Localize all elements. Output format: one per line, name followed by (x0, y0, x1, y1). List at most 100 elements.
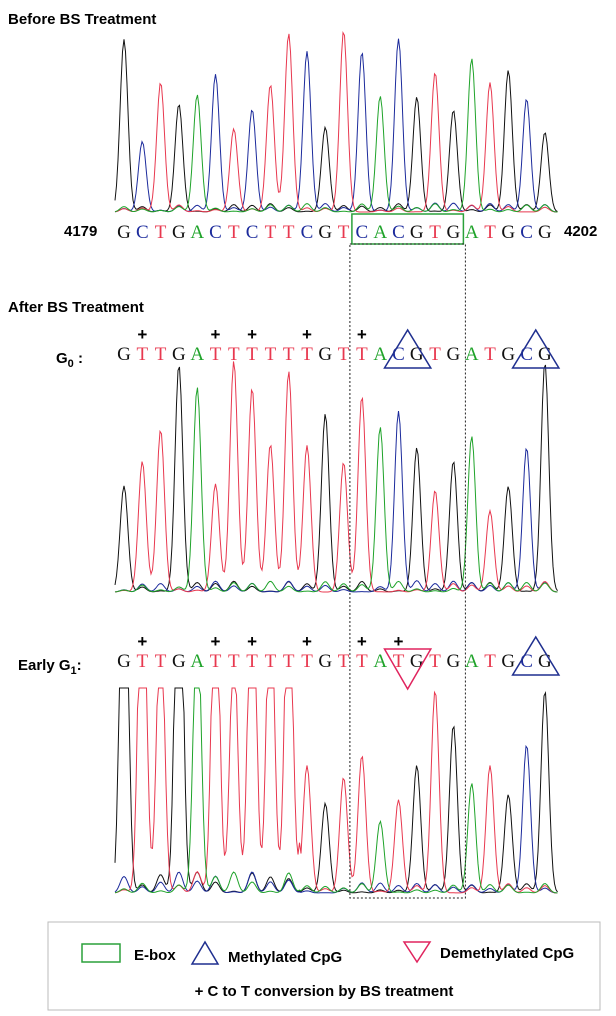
base: T (429, 222, 441, 243)
conversion-mark: + (302, 632, 312, 651)
base: G (538, 222, 552, 243)
base: A (465, 344, 479, 365)
legend-methylated: Methylated CpG (228, 949, 342, 966)
legend-demethylated: Demethylated CpG (440, 945, 574, 962)
trace (115, 365, 558, 592)
base: C (246, 222, 259, 243)
conversion-mark: + (357, 325, 367, 344)
base: G (172, 222, 186, 243)
base: T (136, 344, 148, 365)
base: T (338, 344, 350, 365)
start-position: 4179 (64, 223, 97, 240)
base: G (318, 222, 332, 243)
base: G (318, 651, 332, 672)
base: T (265, 222, 277, 243)
base: T (301, 651, 313, 672)
base: G (117, 344, 131, 365)
base: C (136, 222, 149, 243)
base: A (373, 222, 387, 243)
label-main: Early G (18, 657, 71, 674)
base: A (190, 651, 204, 672)
trace (115, 688, 558, 893)
base: T (283, 651, 295, 672)
conversion-mark: + (247, 325, 257, 344)
legend-demethylated-icon (404, 942, 430, 962)
row-label: G0 : (56, 350, 83, 370)
base: T (228, 344, 240, 365)
base: G (501, 222, 515, 243)
base: C (301, 222, 314, 243)
base: T (484, 222, 496, 243)
base: A (190, 344, 204, 365)
base: T (265, 651, 277, 672)
base: A (465, 222, 479, 243)
ebox-column (350, 244, 466, 898)
base: T (210, 344, 222, 365)
base: A (373, 344, 387, 365)
before-title: Before BS Treatment (8, 11, 156, 28)
conversion-mark: + (211, 325, 221, 344)
base: T (484, 344, 496, 365)
label-suffix: : (77, 657, 82, 674)
conversion-mark: + (211, 632, 221, 651)
base: T (265, 344, 277, 365)
base: G (447, 222, 461, 243)
end-position: 4202 (564, 223, 597, 240)
base: T (246, 651, 258, 672)
conversion-mark: + (302, 325, 312, 344)
legend-conversion: + C to T conversion by BS treatment (195, 983, 454, 1000)
base: C (520, 651, 533, 672)
base: T (283, 222, 295, 243)
base: T (356, 344, 368, 365)
base: T (155, 344, 167, 365)
base: A (190, 222, 204, 243)
base: T (210, 651, 222, 672)
base: T (283, 344, 295, 365)
base: G (117, 651, 131, 672)
base: T (136, 651, 148, 672)
base: G (410, 651, 424, 672)
base: T (246, 344, 258, 365)
base: G (410, 222, 424, 243)
base: T (429, 651, 441, 672)
base: C (209, 222, 222, 243)
base: G (172, 651, 186, 672)
conversion-mark: + (137, 632, 147, 651)
base: T (301, 344, 313, 365)
base: A (373, 651, 387, 672)
base: T (356, 651, 368, 672)
base: T (338, 651, 350, 672)
conversion-mark: + (357, 632, 367, 651)
conversion-mark: + (394, 632, 404, 651)
trace (115, 688, 558, 893)
base: T (228, 651, 240, 672)
base: G (501, 651, 515, 672)
base: C (520, 344, 533, 365)
base: T (338, 222, 350, 243)
base: T (429, 344, 441, 365)
base: T (228, 222, 240, 243)
base: G (447, 651, 461, 672)
base: A (465, 651, 479, 672)
conversion-mark: + (137, 325, 147, 344)
base: G (172, 344, 186, 365)
base: G (117, 222, 131, 243)
label-suffix: : (74, 350, 83, 367)
base: C (520, 222, 533, 243)
label-main: G (56, 350, 68, 367)
figure: Before BS Treatment 4179 4202 After BS T… (0, 0, 616, 1016)
legend-ebox-icon (82, 944, 120, 962)
legend-ebox: E-box (134, 947, 176, 964)
trace (115, 688, 558, 893)
base: T (393, 651, 405, 672)
base: T (155, 651, 167, 672)
trace (115, 59, 558, 212)
row-label: Early G1: (18, 657, 82, 677)
base: T (155, 222, 167, 243)
base: G (318, 344, 332, 365)
base: C (392, 344, 405, 365)
base: T (484, 651, 496, 672)
base: G (447, 344, 461, 365)
legend-methylated-icon (192, 942, 218, 964)
base: C (392, 222, 405, 243)
